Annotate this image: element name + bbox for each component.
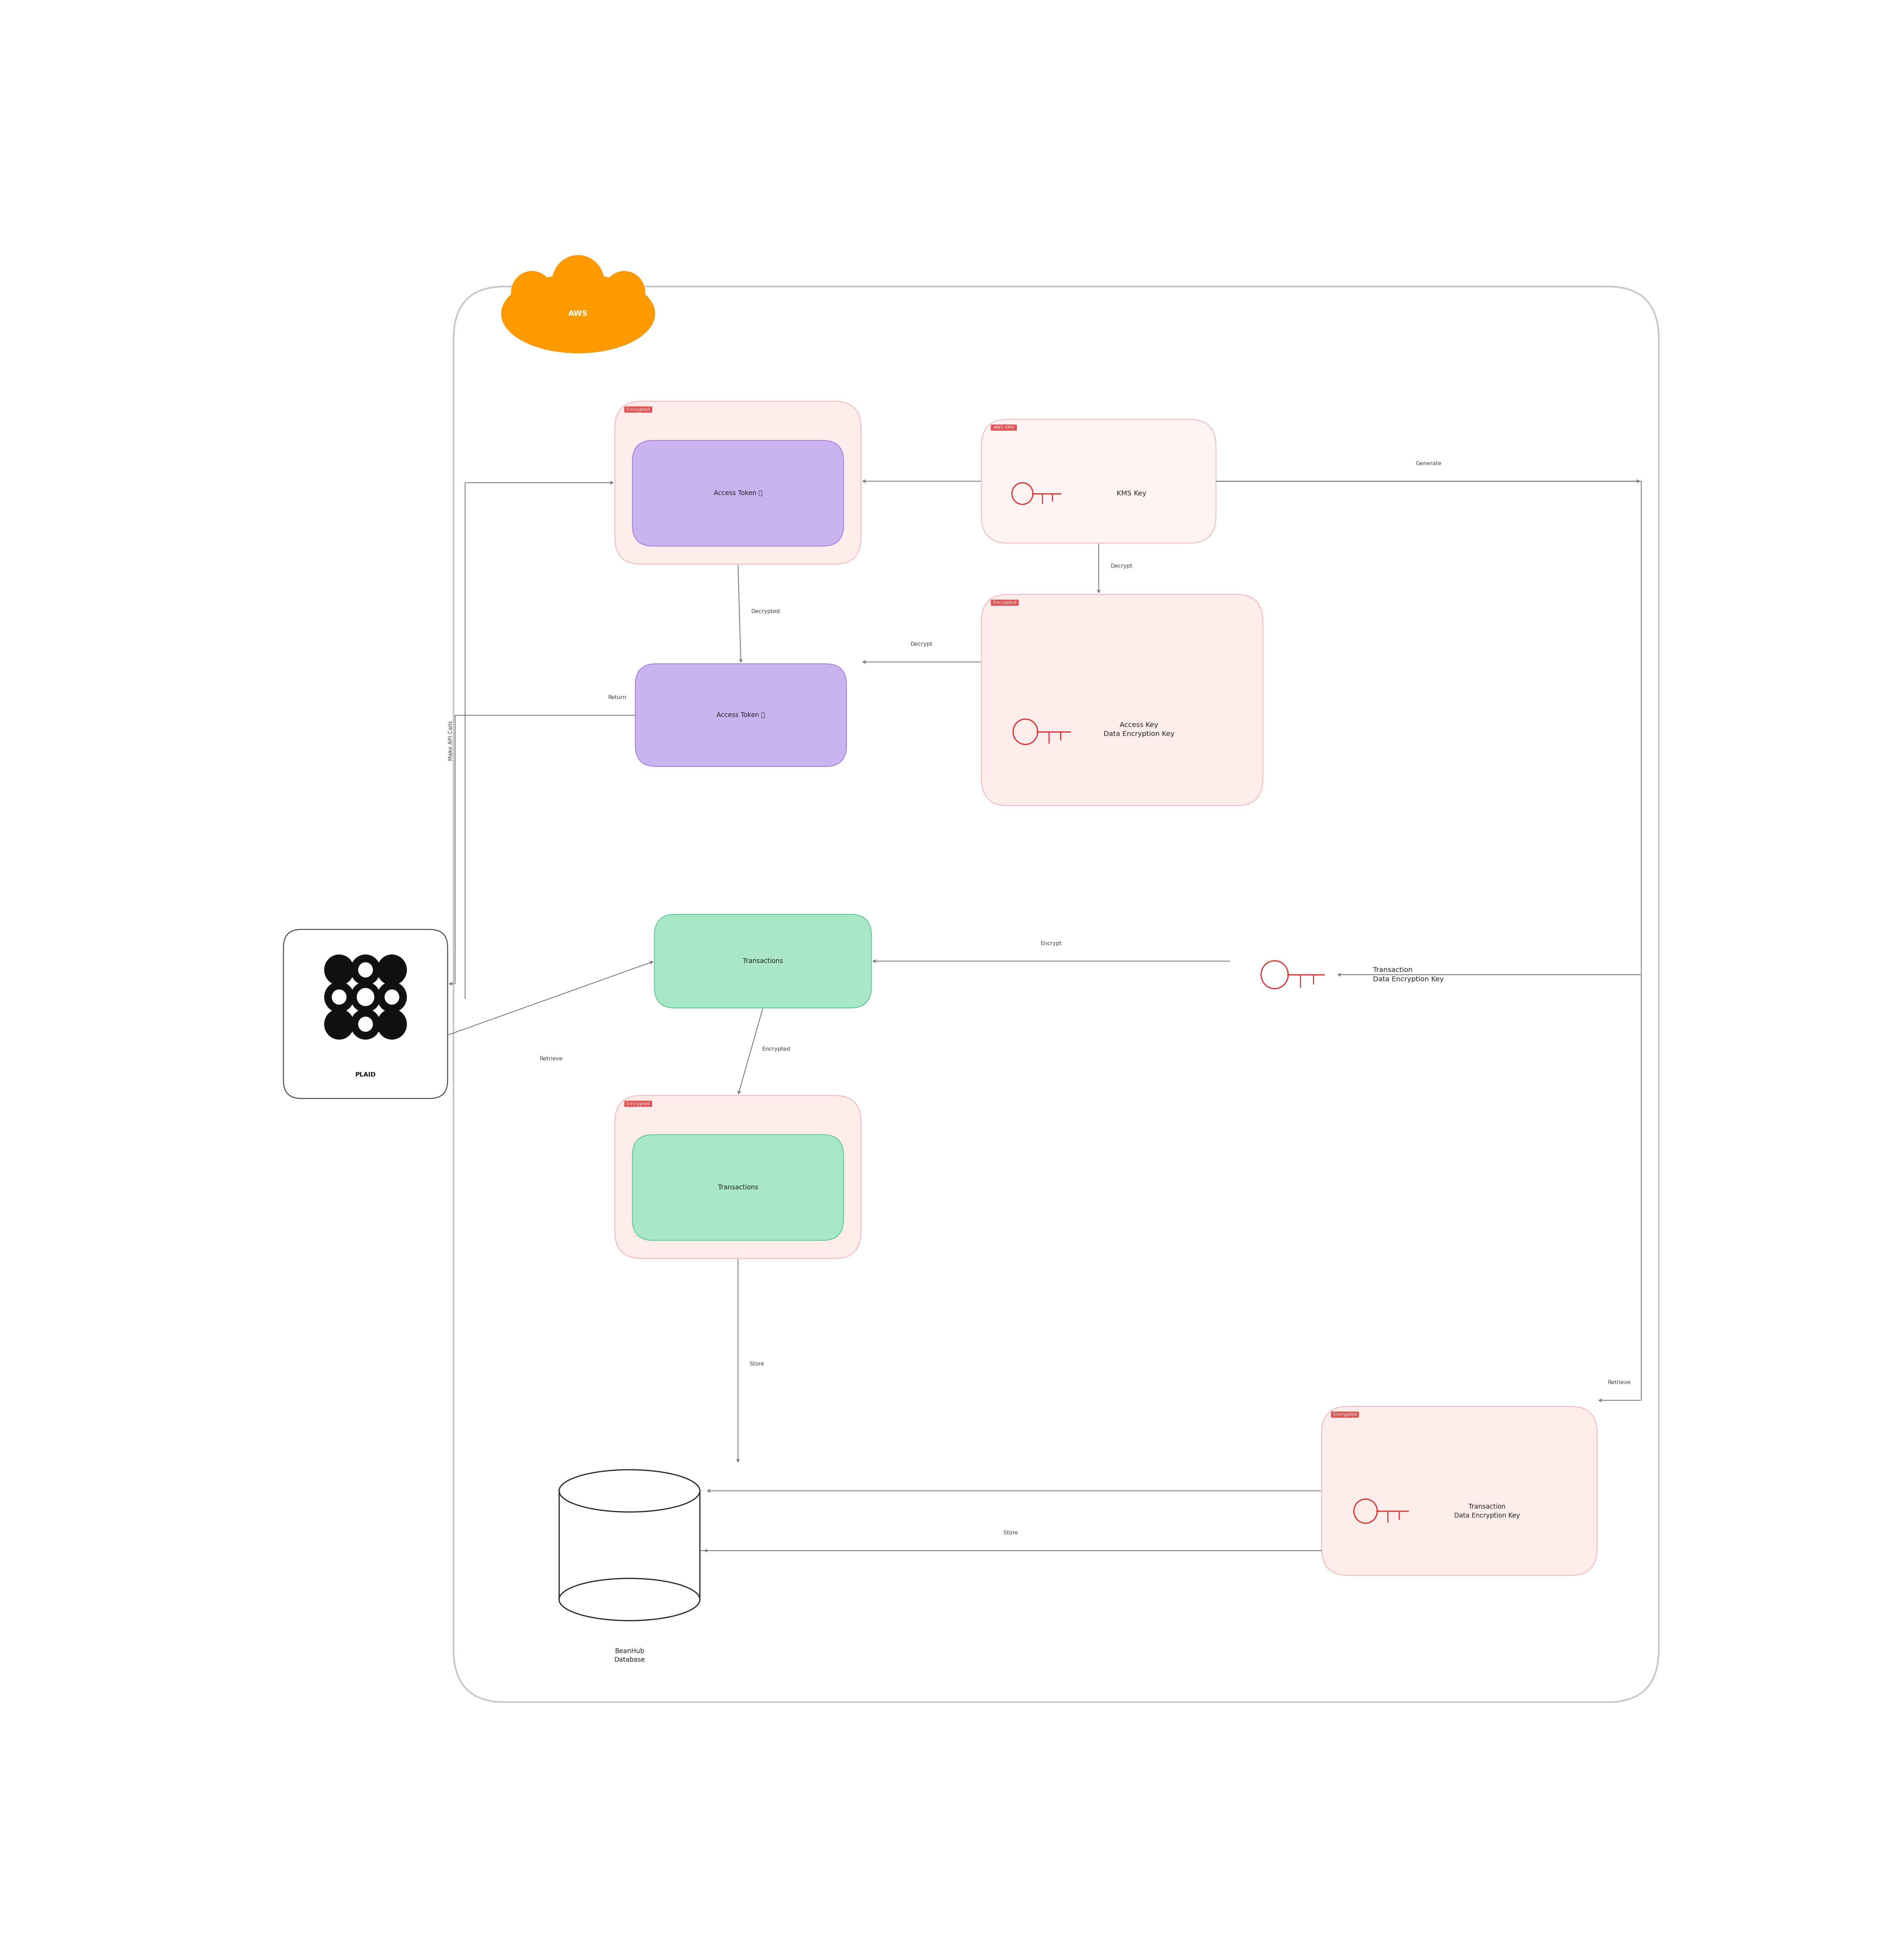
Circle shape [358, 1017, 373, 1031]
Text: Decrypted: Decrypted [751, 610, 780, 613]
FancyBboxPatch shape [615, 1096, 861, 1258]
Circle shape [324, 955, 354, 986]
FancyBboxPatch shape [982, 419, 1217, 543]
Text: Access Key
Data Encryption Key: Access Key Data Encryption Key [1103, 721, 1175, 737]
Text: Encrypted: Encrypted [762, 1047, 791, 1053]
Circle shape [384, 990, 399, 1005]
Text: Transactions: Transactions [744, 958, 783, 964]
Text: Access Token 🔑: Access Token 🔑 [713, 490, 762, 496]
Circle shape [324, 982, 354, 1013]
Text: Store: Store [1003, 1531, 1018, 1535]
Circle shape [604, 270, 645, 314]
Text: Transactions: Transactions [717, 1184, 759, 1192]
Circle shape [324, 1009, 354, 1039]
Circle shape [377, 982, 407, 1013]
Circle shape [552, 255, 604, 310]
FancyBboxPatch shape [454, 286, 1659, 1701]
Text: Encrypted: Encrypted [1332, 1413, 1358, 1417]
FancyBboxPatch shape [632, 1135, 844, 1241]
Text: Retrieve: Retrieve [539, 1056, 562, 1062]
Text: PLAID: PLAID [356, 1072, 377, 1078]
Text: Decrypt: Decrypt [1111, 564, 1131, 568]
Text: Transaction
Data Encryption Key: Transaction Data Encryption Key [1374, 966, 1444, 982]
Text: Store: Store [749, 1362, 764, 1366]
Bar [560, 1492, 700, 1599]
Text: KMS Key: KMS Key [1116, 490, 1147, 496]
Circle shape [350, 1009, 380, 1039]
Ellipse shape [560, 1578, 700, 1621]
Text: Generate: Generate [1415, 461, 1442, 466]
Circle shape [331, 990, 346, 1005]
Text: Decrypt: Decrypt [910, 641, 933, 647]
Text: AWS: AWS [568, 310, 588, 318]
FancyBboxPatch shape [615, 402, 861, 564]
Text: Make API Calls: Make API Calls [448, 721, 454, 760]
FancyBboxPatch shape [655, 913, 872, 1007]
FancyBboxPatch shape [284, 929, 448, 1098]
Circle shape [377, 955, 407, 986]
Circle shape [358, 988, 375, 1005]
Text: Retrieve: Retrieve [1608, 1380, 1631, 1386]
FancyBboxPatch shape [982, 594, 1264, 806]
Ellipse shape [560, 1470, 700, 1511]
Circle shape [350, 982, 380, 1013]
Circle shape [377, 1009, 407, 1039]
Text: Access Token 🔑: Access Token 🔑 [717, 711, 764, 719]
Circle shape [358, 962, 373, 978]
Text: Return: Return [607, 696, 626, 700]
Text: Encrypted: Encrypted [991, 600, 1018, 606]
Text: Encrypt: Encrypt [1041, 941, 1061, 947]
Text: Encrypted: Encrypted [624, 408, 651, 412]
Text: AWS KMS: AWS KMS [991, 425, 1016, 429]
Text: Encrypted: Encrypted [624, 1102, 651, 1105]
Ellipse shape [501, 274, 655, 353]
Text: BeanHub
Database: BeanHub Database [615, 1648, 645, 1662]
FancyBboxPatch shape [632, 441, 844, 547]
FancyBboxPatch shape [1321, 1407, 1597, 1576]
Circle shape [350, 955, 380, 986]
FancyBboxPatch shape [636, 664, 846, 766]
Text: Transaction
Data Encryption Key: Transaction Data Encryption Key [1455, 1503, 1519, 1519]
Circle shape [511, 270, 552, 314]
